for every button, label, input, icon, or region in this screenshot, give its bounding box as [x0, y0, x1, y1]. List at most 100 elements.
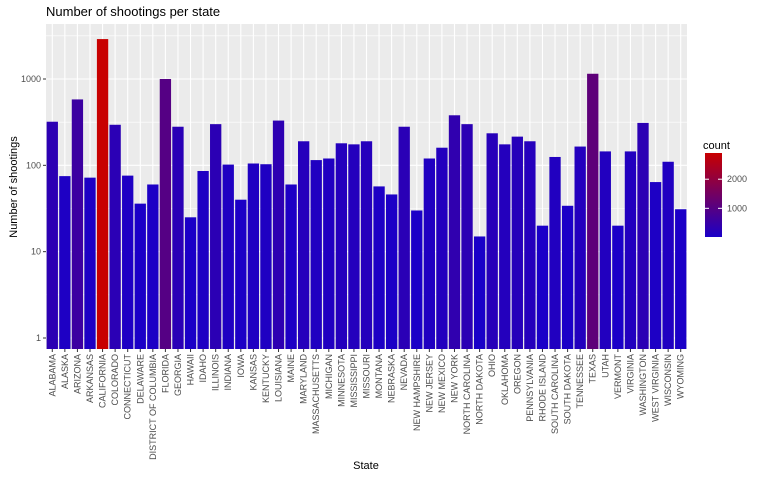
x-tick-label: KENTUCKY [261, 354, 271, 403]
legend-tick-label: 1000 [727, 203, 747, 213]
x-tick-label: NEVADA [399, 354, 409, 390]
bar [298, 141, 310, 349]
x-tick-label: MINNESOTA [336, 354, 346, 407]
bar [662, 161, 674, 349]
x-tick-label: DISTRICT OF COLUMBIA [148, 354, 158, 460]
bar [222, 164, 234, 349]
bar [524, 141, 536, 349]
bar [436, 147, 448, 349]
bar [184, 217, 197, 349]
bar [536, 225, 549, 349]
x-tick-label: OKLAHOMA [500, 354, 510, 405]
x-tick-label: MONTANA [374, 354, 384, 398]
x-tick-label: MISSISSIPPI [349, 354, 359, 408]
x-tick-label: WISCONSIN [663, 354, 673, 406]
x-tick-label: IDAHO [198, 354, 208, 383]
x-tick-label: KANSAS [248, 354, 258, 391]
bar [84, 177, 96, 349]
bar [272, 120, 285, 349]
x-tick-label: HAWAII [186, 354, 196, 385]
x-tick-label: MARYLAND [299, 354, 309, 404]
x-tick-label: ILLINOIS [211, 354, 221, 391]
bars [46, 39, 687, 350]
x-tick-label: MICHIGAN [324, 354, 334, 399]
x-axis-ticks: ALABAMA ALASKA ARIZONA ARKANSAS CALIFORNIA CO… [47, 349, 686, 460]
bar [461, 124, 473, 349]
bar [96, 39, 109, 349]
y-axis-ticks: 1 10 100 1000 [21, 74, 46, 343]
x-tick-label: DELAWARE [135, 354, 145, 404]
bar [109, 124, 121, 349]
legend-colorbar [705, 153, 722, 237]
x-tick-label: NEBRASKA [387, 354, 397, 403]
y-tick-label: 10 [31, 247, 41, 257]
bar [59, 176, 71, 349]
bar [549, 156, 561, 349]
bar [637, 122, 649, 349]
bar [323, 158, 335, 349]
x-tick-label: FLORIDA [160, 354, 170, 393]
legend-tick-label: 2000 [727, 174, 747, 184]
bar [561, 205, 574, 349]
legend: count 1000 2000 [703, 140, 747, 237]
bar [624, 151, 637, 349]
x-tick-label: MISSOURI [362, 354, 372, 399]
x-tick-label: TEXAS [588, 354, 598, 384]
x-tick-label: VERMONT [613, 353, 623, 399]
bar [587, 73, 599, 349]
x-tick-label: ARKANSAS [85, 354, 95, 403]
x-tick-label: UTAH [600, 354, 610, 378]
bar [360, 141, 373, 349]
bar [134, 203, 146, 349]
x-tick-label: RHODE ISLAND [537, 354, 547, 422]
bar [159, 79, 172, 349]
legend-ticks: 1000 2000 [705, 174, 747, 213]
x-tick-label: NEW HAMPSHIRE [412, 354, 422, 431]
x-tick-label: OHIO [487, 354, 497, 377]
x-tick-label: NORTH DAKOTA [475, 354, 485, 425]
bar [385, 194, 398, 349]
legend-title: count [703, 140, 730, 152]
y-tick-label: 1 [36, 333, 41, 343]
bar [398, 126, 410, 349]
chart-title: Number of shootings per state [46, 4, 220, 19]
x-tick-label: NORTH CAROLINA [462, 354, 472, 434]
bar [71, 99, 84, 350]
bar [172, 126, 184, 349]
x-tick-label: ARIZONA [72, 354, 82, 394]
x-tick-label: LOUISIANA [274, 354, 284, 402]
x-tick-label: PENNSYLVANIA [525, 354, 535, 422]
y-tick-label: 1000 [21, 74, 41, 84]
x-tick-label: WEST VIRGINIA [651, 354, 661, 422]
bar [511, 136, 523, 349]
x-tick-label: WASHINGTON [638, 354, 648, 416]
bar [260, 164, 272, 349]
x-tick-label: IOWA [236, 354, 246, 378]
x-tick-label: TENNESSEE [575, 354, 585, 409]
x-tick-label: VIRGINIA [625, 354, 635, 394]
bar [210, 124, 222, 349]
bar [310, 160, 322, 349]
bar [247, 163, 260, 349]
bar [285, 184, 297, 349]
bar [197, 170, 209, 349]
bar [348, 144, 360, 349]
y-tick-label: 100 [26, 160, 41, 170]
bar [335, 143, 348, 349]
bar [147, 184, 159, 349]
bar [675, 209, 687, 349]
bar [486, 133, 498, 349]
bar [122, 175, 134, 349]
x-tick-label: SOUTH DAKOTA [563, 354, 573, 424]
x-tick-label: SOUTH CAROLINA [550, 354, 560, 434]
bar [411, 210, 423, 349]
x-axis-title: State [353, 460, 379, 472]
bar [649, 182, 662, 349]
y-axis-title: Number of shootings [8, 136, 20, 238]
bar [235, 199, 247, 349]
x-tick-label: COLORADO [110, 354, 120, 406]
x-tick-label: NEW JERSEY [424, 354, 434, 413]
x-tick-label: ALASKA [60, 354, 70, 389]
x-tick-label: MAINE [286, 354, 296, 383]
